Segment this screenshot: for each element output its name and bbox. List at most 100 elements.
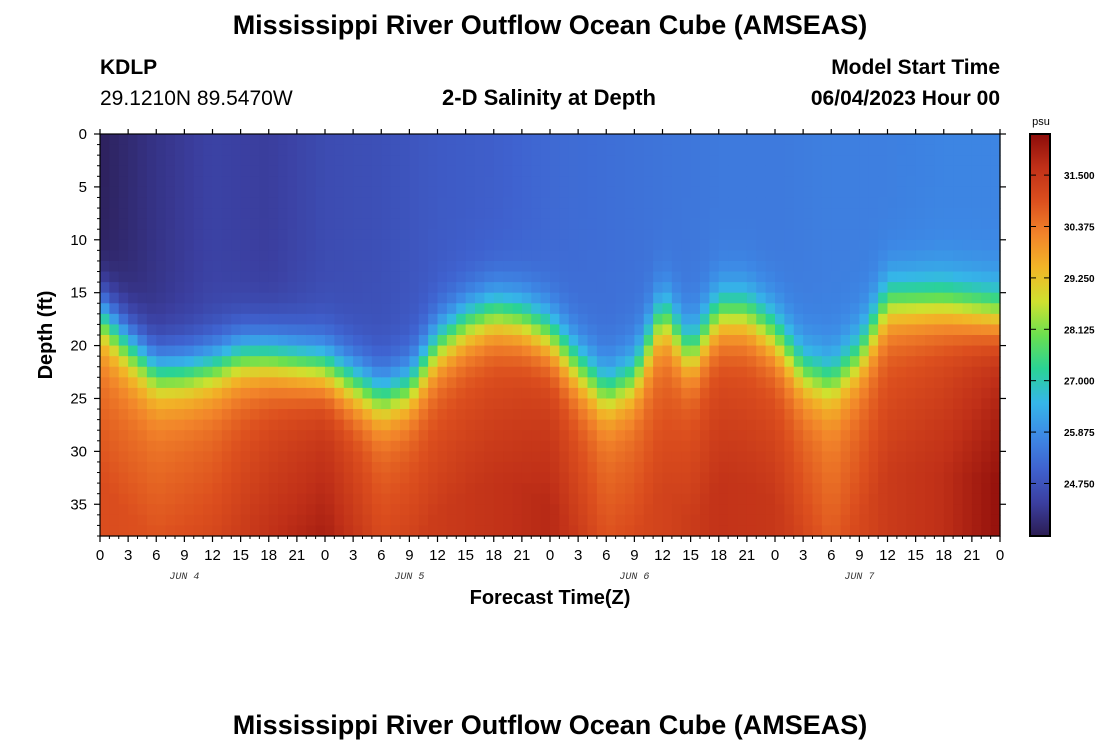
heatmap-cell [512, 356, 523, 368]
heatmap-cell [418, 366, 429, 378]
heatmap-cell [437, 514, 448, 527]
x-tick-label: 18 [260, 547, 277, 564]
heatmap-cell [306, 186, 317, 199]
heatmap-cell [962, 430, 973, 442]
heatmap-cell [353, 176, 364, 188]
heatmap-cell [578, 197, 589, 209]
heatmap-cell [531, 239, 542, 251]
heatmap-cell [878, 313, 889, 326]
heatmap-cell [512, 292, 523, 304]
heatmap-cell [728, 430, 739, 442]
heatmap-cell [746, 483, 757, 495]
heatmap-cell [456, 229, 467, 241]
heatmap-cell [484, 451, 495, 463]
heatmap-cell [475, 324, 485, 336]
colorbar-tick-label: 25.875 [1064, 428, 1095, 439]
heatmap-cell [578, 208, 589, 220]
heatmap-cell [615, 282, 626, 294]
heatmap-cell [775, 186, 785, 199]
heatmap-cell [334, 472, 345, 484]
heatmap-cell [728, 419, 739, 431]
heatmap-cell [971, 525, 982, 537]
heatmap-cell [259, 292, 270, 304]
heatmap-cell [550, 345, 560, 357]
heatmap-cell [700, 430, 710, 442]
heatmap-cell [765, 303, 776, 315]
heatmap-cell [212, 345, 223, 357]
heatmap-cell [250, 387, 260, 400]
heatmap-cell [887, 335, 898, 347]
heatmap-cell [362, 366, 373, 378]
heatmap-cell [831, 218, 842, 230]
heatmap-cell [165, 335, 176, 347]
heatmap-cell [137, 324, 148, 336]
heatmap-cell [559, 430, 570, 442]
bottom-title: Mississippi River Outflow Ocean Cube (AM… [232, 710, 868, 740]
heatmap-cell [868, 525, 879, 537]
heatmap-cell [568, 335, 579, 347]
heatmap-cell [306, 419, 317, 431]
heatmap-cell [203, 504, 214, 516]
heatmap-cell [240, 292, 251, 304]
heatmap-cell [465, 324, 476, 336]
heatmap-cell [568, 504, 579, 516]
heatmap-cell [662, 419, 673, 431]
heatmap-cell [418, 514, 429, 527]
heatmap-cell [212, 377, 223, 389]
heatmap-cell [643, 409, 654, 421]
heatmap-cell [437, 218, 448, 230]
heatmap-cell [540, 514, 551, 527]
heatmap-cell [550, 504, 560, 516]
heatmap-cell [437, 345, 448, 357]
heatmap-cell [203, 250, 214, 262]
heatmap-cell [353, 208, 364, 220]
heatmap-cell [934, 504, 945, 516]
heatmap-cell [681, 345, 692, 357]
heatmap-cell [390, 218, 401, 230]
heatmap-cell [128, 134, 139, 146]
heatmap-cell [831, 366, 842, 378]
heatmap-cell [362, 134, 373, 146]
heatmap-cell [850, 419, 860, 431]
heatmap-cell [259, 451, 270, 463]
heatmap-cell [756, 409, 767, 421]
heatmap-cell [962, 144, 973, 156]
heatmap-cell [625, 197, 635, 209]
heatmap-cell [512, 313, 523, 326]
heatmap-cell [840, 303, 851, 315]
heatmap-cell [821, 366, 832, 378]
heatmap-cell [578, 239, 589, 251]
heatmap-cell [296, 335, 307, 347]
heatmap-cell [109, 282, 120, 294]
heatmap-cell [446, 430, 457, 442]
heatmap-cell [437, 525, 448, 537]
heatmap-cell [868, 398, 879, 410]
heatmap-cell [840, 335, 851, 347]
heatmap-cell [212, 155, 223, 167]
heatmap-cell [381, 134, 392, 146]
heatmap-cell [418, 144, 429, 156]
heatmap-cell [728, 218, 739, 230]
heatmap-cell [559, 493, 570, 505]
heatmap-cell [606, 366, 617, 378]
heatmap-cell [306, 239, 317, 251]
heatmap-cell [634, 440, 645, 452]
heatmap-cell [465, 186, 476, 199]
heatmap-cell [559, 208, 570, 220]
heatmap-cell [625, 282, 635, 294]
heatmap-cell [156, 165, 167, 177]
heatmap-cell [381, 356, 392, 368]
heatmap-cell [250, 483, 260, 495]
heatmap-cell [296, 176, 307, 188]
day-label: JUN 6 [619, 572, 649, 583]
heatmap-cell [690, 493, 701, 505]
heatmap-cell [278, 155, 289, 167]
heatmap-cell [578, 514, 589, 527]
heatmap-cell [878, 377, 889, 389]
heatmap-cell [306, 387, 317, 400]
heatmap-cell [643, 282, 654, 294]
heatmap-cell [325, 271, 335, 283]
heatmap-cell [231, 472, 242, 484]
heatmap-cell [671, 451, 682, 463]
heatmap-cell [240, 504, 251, 516]
